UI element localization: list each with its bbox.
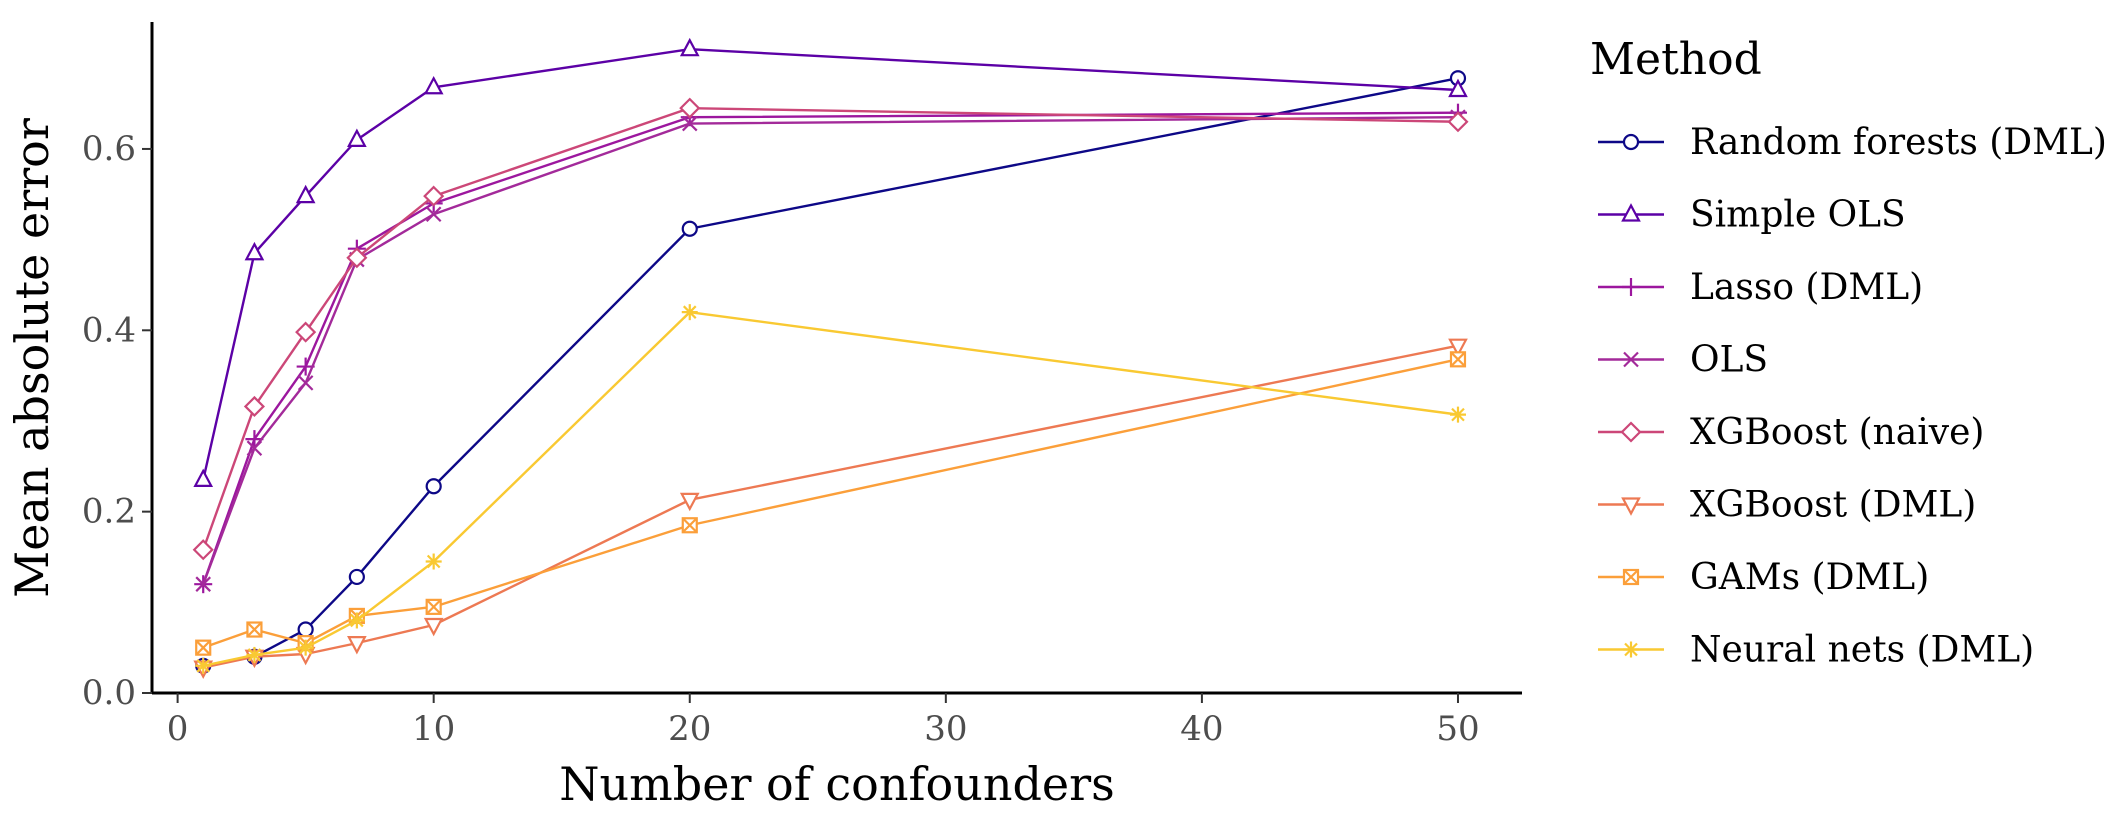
- legend-key-marker: [1622, 278, 1640, 296]
- legend-item: Neural nets (DML): [1598, 630, 2034, 671]
- x-tick-label: 0: [167, 709, 189, 749]
- legend-label: OLS: [1690, 340, 1768, 381]
- series-1: [193, 37, 1468, 488]
- data-point: [425, 553, 442, 570]
- data-point: [347, 128, 367, 147]
- x-ticks: 0 10 20 30 40 50: [167, 693, 1480, 749]
- data-point: [348, 612, 365, 629]
- legend-key-marker: [1623, 641, 1639, 658]
- data-point: [681, 304, 698, 321]
- data-point: [246, 440, 263, 456]
- legend-label: Lasso (DML): [1690, 267, 1923, 308]
- legend: Method Random forests (DML) Simple OLS Las…: [1590, 34, 2107, 671]
- series-7: [195, 304, 1466, 674]
- data-point: [425, 206, 442, 223]
- legend-key-marker: [1622, 133, 1640, 151]
- legend-item: Lasso (DML): [1598, 267, 1923, 308]
- data-point: [295, 321, 317, 343]
- y-tick-label: 0.0: [82, 673, 136, 713]
- data-point: [192, 539, 214, 561]
- legend-key-marker: [1620, 421, 1642, 443]
- y-tick-label: 0.4: [82, 310, 136, 350]
- data-point: [297, 639, 314, 656]
- data-point: [246, 621, 263, 638]
- legend-key-marker: [1623, 351, 1639, 368]
- x-tick-label: 20: [668, 709, 711, 749]
- data-point: [346, 247, 368, 269]
- data-point: [348, 568, 365, 586]
- data-point: [1447, 111, 1469, 133]
- data-point: [681, 115, 698, 132]
- data-point: [195, 657, 212, 674]
- data-point: [425, 598, 442, 615]
- x-tick-label: 50: [1436, 709, 1479, 749]
- data-point: [423, 75, 444, 95]
- legend-item: XGBoost (naive): [1598, 412, 1984, 453]
- x-axis-title: Number of confounders: [559, 757, 1114, 811]
- x-tick-label: 40: [1180, 709, 1223, 749]
- series-0: [195, 70, 1467, 674]
- data-point: [243, 395, 265, 418]
- data-point: [246, 646, 263, 663]
- series-6: [195, 351, 1467, 656]
- y-ticks: 0.0 0.2 0.4 0.6: [82, 129, 152, 713]
- legend-label: Random forests (DML): [1690, 122, 2107, 163]
- series-line: [202, 358, 1459, 649]
- y-axis-title: Mean absolute error: [5, 118, 59, 598]
- legend-label: Simple OLS: [1690, 195, 1906, 236]
- data-point: [1448, 338, 1468, 358]
- series-line: [202, 106, 1459, 551]
- data-point: [347, 636, 367, 655]
- data-point: [244, 241, 265, 261]
- x-tick-label: 10: [412, 709, 455, 749]
- x-tick-label: 30: [924, 709, 967, 749]
- data-point: [193, 468, 214, 488]
- data-point: [679, 37, 700, 57]
- series-line: [202, 116, 1458, 585]
- data-point: [679, 492, 700, 512]
- data-point: [1449, 351, 1467, 368]
- data-point: [195, 576, 211, 592]
- y-tick-label: 0.6: [82, 129, 136, 169]
- legend-label: GAMs (DML): [1690, 557, 1929, 598]
- series-layer: [192, 37, 1469, 679]
- plot-area: 0.0 0.2 0.4 0.6 0 10 20 30 40 50: [82, 22, 1522, 749]
- data-point: [1448, 78, 1468, 98]
- legend-key-marker: [1621, 497, 1641, 516]
- legend-items: Random forests (DML) Simple OLS Lasso (DML…: [1598, 122, 2107, 671]
- series-line: [202, 111, 1458, 585]
- legend-item: Random forests (DML): [1598, 122, 2107, 163]
- data-point: [297, 621, 314, 638]
- data-point: [679, 97, 701, 119]
- series-line: [203, 77, 1459, 667]
- data-point: [297, 375, 314, 391]
- legend-label: XGBoost (naive): [1690, 412, 1984, 453]
- data-point: [195, 639, 212, 656]
- data-point: [423, 185, 445, 207]
- series-line: [202, 344, 1459, 669]
- series-2: [194, 103, 1467, 594]
- y-tick-label: 0.2: [82, 492, 136, 532]
- legend-label: XGBoost (DML): [1690, 485, 1976, 526]
- legend-title: Method: [1590, 34, 1762, 85]
- series-3: [195, 109, 1466, 592]
- series-4: [192, 97, 1469, 561]
- data-point: [1449, 406, 1466, 423]
- legend-item: XGBoost (DML): [1598, 485, 1976, 526]
- data-point: [423, 617, 444, 637]
- legend-item: GAMs (DML): [1598, 557, 1929, 598]
- legend-key-marker: [1621, 203, 1641, 222]
- data-point: [425, 478, 442, 495]
- legend-label: Neural nets (DML): [1690, 630, 2034, 671]
- data-point: [681, 517, 698, 534]
- data-point: [681, 220, 698, 237]
- legend-item: OLS: [1598, 340, 1768, 381]
- legend-item: Simple OLS: [1598, 195, 1906, 236]
- legend-key-marker: [1622, 568, 1640, 586]
- data-point: [295, 184, 316, 204]
